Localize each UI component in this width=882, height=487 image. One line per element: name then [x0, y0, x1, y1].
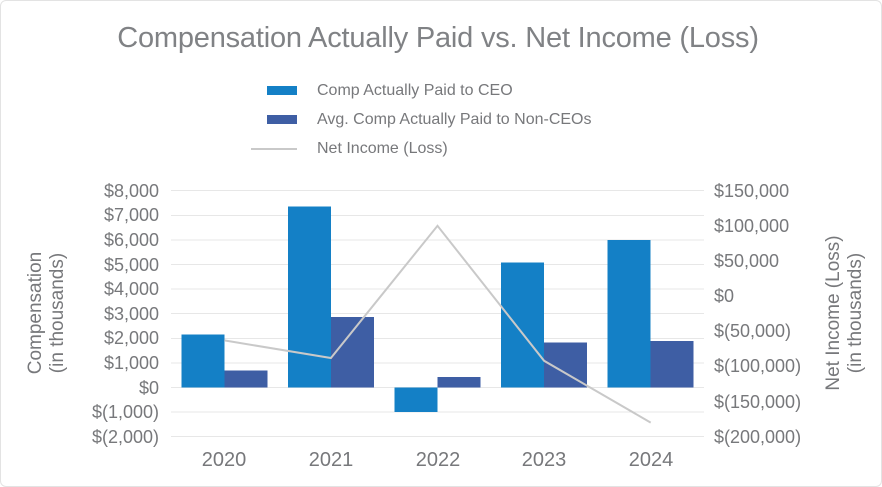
- left-axis-tick: $0: [138, 378, 159, 398]
- right-axis-tick: $(200,000): [714, 427, 802, 447]
- bar-non-ceo-2023: [544, 342, 588, 388]
- x-axis-label-2021: 2021: [308, 449, 354, 471]
- right-axis-tick: $150,000: [714, 181, 790, 201]
- right-axis-title: Net Income (Loss) (in thousands): [823, 163, 867, 463]
- legend-marker: [251, 115, 297, 124]
- right-axis-tick: $(150,000): [714, 392, 802, 412]
- bar-ceo-2021: [287, 206, 331, 388]
- x-axis-label-2022: 2022: [415, 449, 461, 471]
- left-axis-tick: $(2,000): [91, 427, 159, 447]
- legend: Comp Actually Paid to CEO Avg. Comp Actu…: [251, 76, 592, 163]
- bar-ceo-2020: [181, 334, 225, 388]
- legend-item-net-income: Net Income (Loss): [251, 134, 592, 163]
- right-axis-tick: $0: [714, 286, 735, 306]
- right-axis-tick: $100,000: [714, 216, 790, 236]
- left-axis-tick: $7,000: [103, 205, 159, 225]
- left-axis-title-line2: (in thousands): [47, 252, 68, 374]
- left-axis-tick: $(1,000): [91, 402, 159, 422]
- right-axis-title-line1: Net Income (Loss): [823, 235, 844, 391]
- non-ceo-bar-swatch-icon: [267, 115, 297, 124]
- bar-ceo-2022: [394, 387, 438, 413]
- bar-non-ceo-2022: [437, 376, 481, 388]
- left-axis-tick: $6,000: [103, 230, 159, 250]
- left-axis-title-line1: Compensation: [25, 251, 46, 375]
- bar-ceo-2023: [501, 262, 545, 388]
- right-axis-tick: $(50,000): [714, 321, 792, 341]
- left-axis-tick: $4,000: [103, 279, 159, 299]
- left-axis-tick: $5,000: [103, 255, 159, 275]
- left-axis-tick: $8,000: [103, 181, 159, 201]
- legend-label-ceo: Comp Actually Paid to CEO: [317, 81, 513, 99]
- chart-title: Compensation Actually Paid vs. Net Incom…: [117, 22, 759, 54]
- legend-label-non-ceo: Avg. Comp Actually Paid to Non-CEOs: [317, 110, 592, 128]
- net-income-line: [224, 224, 652, 424]
- left-axis-tick: $1,000: [103, 353, 159, 373]
- legend-label-net-income: Net Income (Loss): [317, 139, 448, 157]
- bar-ceo-2024: [607, 239, 651, 388]
- right-axis-tick: $(100,000): [714, 356, 802, 376]
- bar-non-ceo-2020: [224, 370, 268, 388]
- left-axis-title: Compensation (in thousands): [25, 163, 69, 463]
- net-income-line-swatch-icon: [251, 147, 297, 150]
- x-axis-label-2020: 2020: [201, 449, 247, 471]
- left-axis-tick: $3,000: [103, 304, 159, 324]
- legend-marker: [251, 147, 297, 150]
- legend-item-non-ceo: Avg. Comp Actually Paid to Non-CEOs: [251, 105, 592, 134]
- x-axis-label-2023: 2023: [521, 449, 567, 471]
- right-axis-tick: $50,000: [714, 251, 780, 271]
- legend-marker: [251, 86, 297, 95]
- bar-non-ceo-2021: [330, 316, 374, 388]
- right-axis-title-line2: (in thousands): [845, 252, 866, 374]
- ceo-bar-swatch-icon: [267, 86, 297, 95]
- legend-item-ceo: Comp Actually Paid to CEO: [251, 76, 592, 105]
- bar-non-ceo-2024: [650, 341, 694, 388]
- x-axis-label-2024: 2024: [628, 449, 674, 471]
- left-axis-tick: $2,000: [103, 328, 159, 348]
